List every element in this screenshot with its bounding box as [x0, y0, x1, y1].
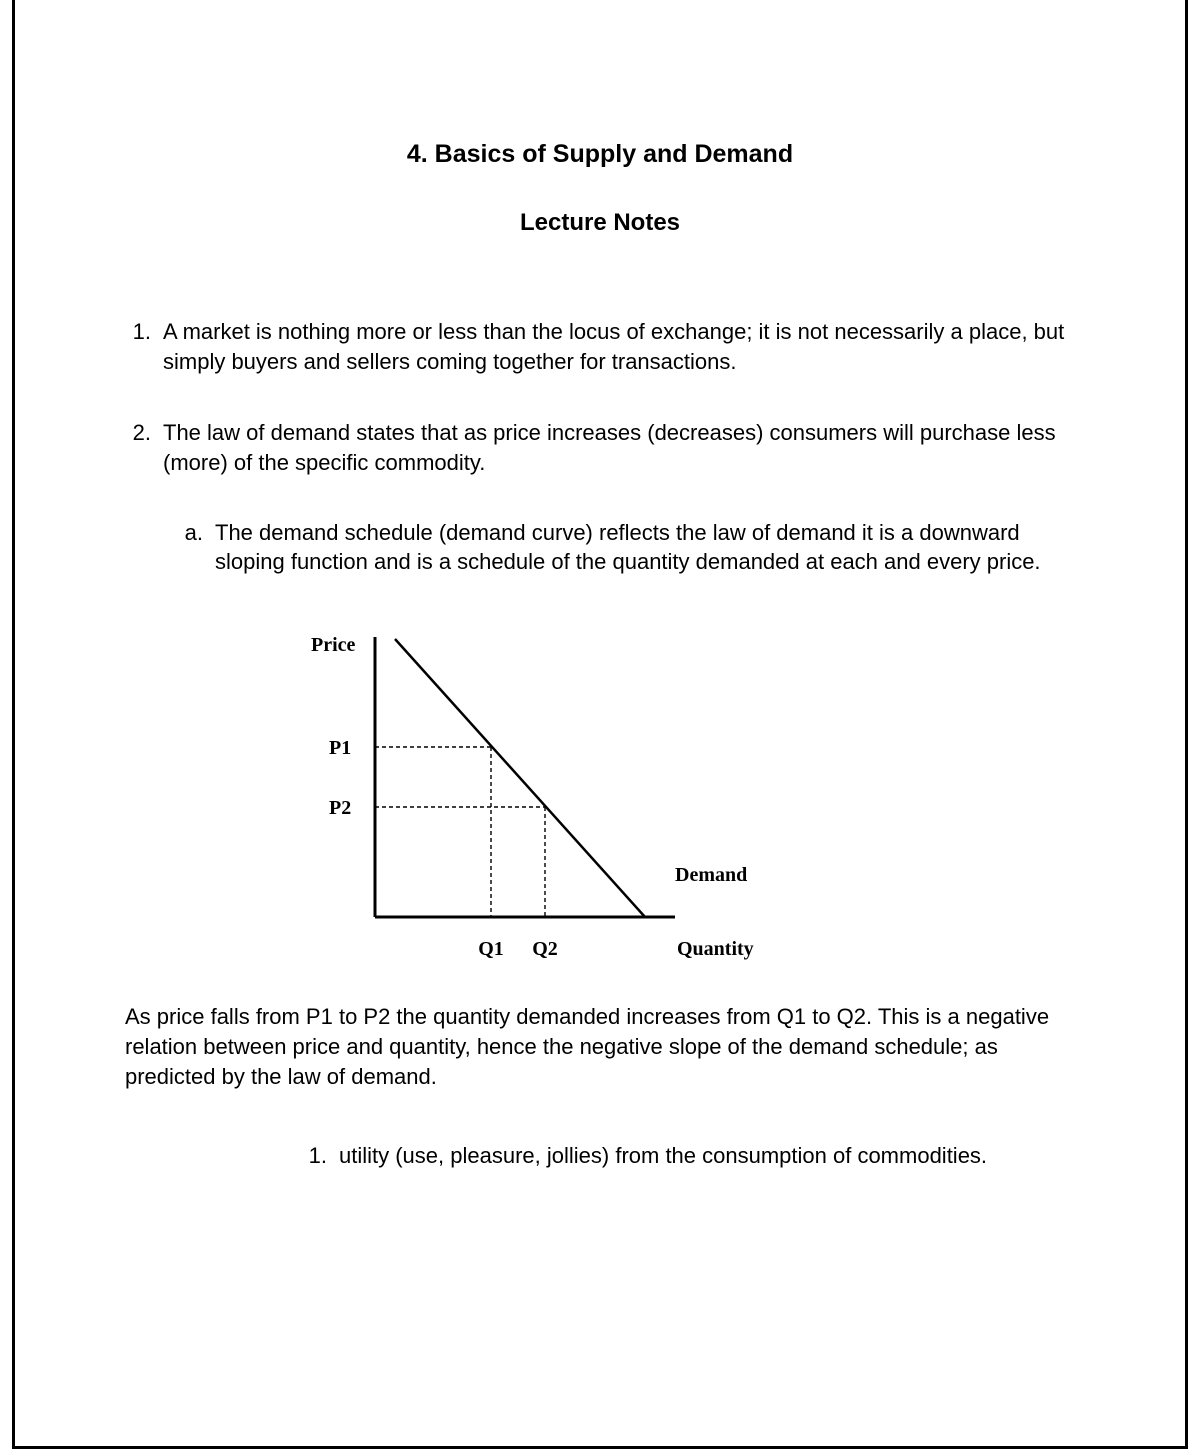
sub-list-item-a: a. The demand schedule (demand curve) re…: [181, 518, 1075, 577]
svg-text:P1: P1: [329, 737, 351, 759]
svg-text:Quantity: Quantity: [677, 938, 754, 960]
inner-list: 1. utility (use, pleasure, jollies) from…: [305, 1141, 1075, 1171]
demand-chart: Price Quantity Demand P1 P2 Q1 Q2: [255, 617, 1075, 982]
svg-text:P2: P2: [329, 797, 351, 819]
document-page: 4. Basics of Supply and Demand Lecture N…: [12, 0, 1188, 1449]
svg-text:Price: Price: [311, 634, 356, 656]
page-title: 4. Basics of Supply and Demand: [125, 140, 1075, 169]
list-text: The demand schedule (demand curve) refle…: [215, 518, 1075, 577]
demand-chart-svg: Price Quantity Demand P1 P2 Q1 Q2: [255, 617, 815, 977]
svg-text:Q1: Q1: [478, 938, 504, 960]
list-number: 1.: [305, 1141, 339, 1171]
sub-list: a. The demand schedule (demand curve) re…: [181, 518, 1075, 577]
list-text: A market is nothing more or less than th…: [163, 317, 1075, 376]
list-number: 2.: [125, 418, 163, 477]
list-item-1: 1. A market is nothing more or less than…: [125, 317, 1075, 376]
chart-caption: As price falls from P1 to P2 the quantit…: [125, 1002, 1075, 1091]
list-text: The law of demand states that as price i…: [163, 418, 1075, 477]
svg-text:Demand: Demand: [675, 864, 747, 886]
svg-text:Q2: Q2: [532, 938, 558, 960]
page-subtitle: Lecture Notes: [125, 209, 1075, 237]
inner-list-item-1: 1. utility (use, pleasure, jollies) from…: [305, 1141, 1075, 1171]
list-text: utility (use, pleasure, jollies) from th…: [339, 1141, 1075, 1171]
list-number: 1.: [125, 317, 163, 376]
list-item-2: 2. The law of demand states that as pric…: [125, 418, 1075, 477]
list-number: a.: [181, 518, 215, 577]
